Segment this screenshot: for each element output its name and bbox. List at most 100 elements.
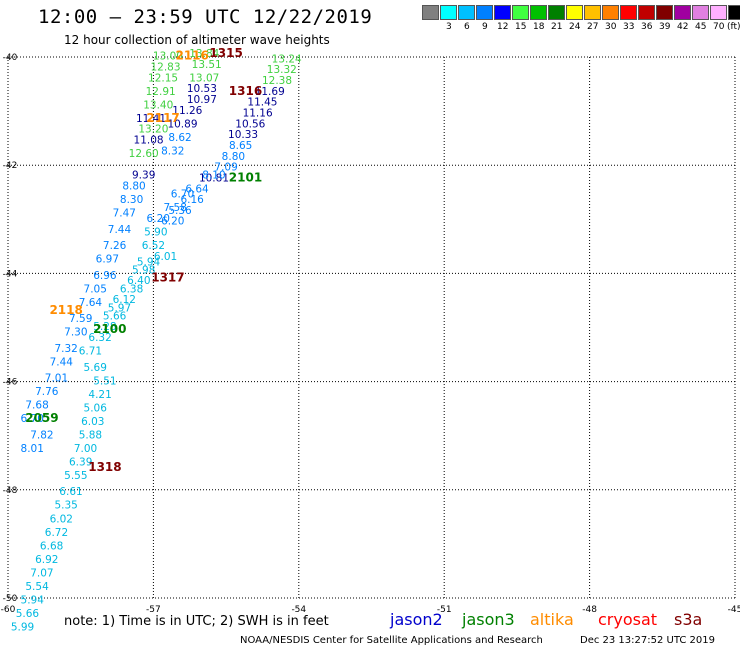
legend-s3a: s3a [674, 610, 703, 629]
colorbar-labels: 3 6 9 12 15 18 21 24 27 30 33 36 39 42 45 70 (ft) [422, 22, 740, 36]
colorbar-label: 6 [464, 22, 470, 32]
swh-point: 8.10 [202, 170, 225, 182]
swh-point: 12.83 [150, 62, 180, 74]
swh-point: 7.76 [35, 386, 59, 398]
swh-point: 7.58 [164, 202, 187, 214]
colorbar-swatch [458, 5, 475, 20]
x-tick-label: -48 [582, 605, 597, 615]
swh-point: 12.91 [146, 86, 176, 98]
swh-point: 6.71 [79, 346, 102, 358]
swh-point: 10.81 [199, 172, 229, 184]
colorbar-swatch [710, 5, 727, 20]
colorbar-label: 12 [497, 22, 509, 32]
colorbar-label: 15 [515, 22, 527, 32]
colorbar-swatch [530, 5, 547, 20]
swh-point: 5.69 [84, 362, 107, 374]
swh-point: 9.39 [132, 170, 155, 182]
swh-point: 6.39 [69, 456, 92, 468]
swh-point: 6.68 [40, 540, 63, 552]
colorbar-label: 9 [482, 22, 488, 32]
pass-time-label: 2059 [25, 411, 58, 425]
colorbar-swatch [584, 5, 601, 20]
swh-point: 6.20 [147, 213, 170, 225]
swh-point: 13.24 [272, 53, 302, 65]
colorbar-swatch [656, 5, 673, 20]
swh-point: 6.61 [59, 486, 82, 498]
swh-point: 5.98 [132, 264, 155, 276]
colorbar-swatch [674, 5, 691, 20]
swh-point: 5.51 [93, 375, 116, 387]
x-tick-label: -57 [146, 605, 161, 615]
swh-point: 5.90 [144, 227, 167, 239]
swh-point: 8.80 [122, 181, 145, 193]
colorbar-swatch [422, 5, 439, 20]
x-tick-label: -54 [291, 605, 306, 615]
swh-point: 6.01 [154, 251, 177, 263]
swh-point: 7.26 [103, 240, 127, 252]
swh-point: 8.30 [120, 194, 143, 206]
swh-point: 6.92 [35, 554, 58, 566]
y-tick-label: -48 [3, 486, 18, 496]
swh-point: 6.72 [45, 527, 68, 539]
colorbar-swatch [638, 5, 655, 20]
swh-point: 5.28 [93, 321, 116, 333]
y-tick-label: -44 [3, 269, 18, 279]
y-tick-label: -42 [3, 161, 18, 171]
swh-point: 11.69 [255, 86, 285, 98]
swh-point: 10.89 [167, 118, 197, 130]
swh-point: 7.44 [108, 224, 132, 236]
swh-point: 13.07 [189, 72, 219, 84]
swh-point: 8.01 [21, 443, 44, 455]
x-tick-label: -60 [1, 605, 16, 615]
y-tick-label: -46 [3, 378, 18, 388]
colorbar-label: 18 [533, 22, 545, 32]
swh-point: 5.55 [64, 470, 87, 482]
swh-point: 5.94 [137, 256, 161, 268]
swh-point: 5.66 [16, 608, 40, 620]
swh-point: 5.97 [108, 302, 131, 314]
colorbar-unit: (ft) [727, 22, 740, 32]
swh-point: 7.01 [45, 373, 68, 385]
y-tick-label: -50 [3, 594, 18, 604]
swh-point: 12.60 [129, 148, 159, 160]
swh-point: 6.64 [185, 183, 209, 195]
swh-point: 6.32 [88, 332, 111, 344]
pass-time-label: 2100 [93, 322, 126, 336]
pass-time-label: 1316 [229, 84, 262, 98]
swh-point: 5.66 [103, 310, 127, 322]
swh-point: 6.02 [50, 513, 73, 525]
footer-note: note: 1) Time is in UTC; 2) SWH is in fe… [64, 614, 329, 629]
swh-point: 7.07 [30, 567, 53, 579]
swh-point: 8.65 [229, 140, 252, 152]
colorbar-swatch [620, 5, 637, 20]
swh-point: 7.00 [74, 443, 97, 455]
pass-time-label: 2116 [175, 49, 208, 63]
colorbar-swatch [602, 5, 619, 20]
pass-time-label: 1315 [209, 46, 242, 60]
swh-point: 5.54 [25, 581, 49, 593]
swh-point: 6.03 [81, 416, 104, 428]
swh-point: 11.41 [136, 113, 166, 125]
pass-time-label: 2101 [229, 170, 262, 184]
swh-point: 10.33 [228, 129, 258, 141]
colorbar-swatch [548, 5, 565, 20]
legend-altika: altika [530, 610, 574, 629]
swh-point: 8.32 [161, 145, 184, 157]
pass-time-label: 1317 [151, 271, 184, 285]
swh-point: 6.70 [21, 413, 44, 425]
colorbar-label: 3 [446, 22, 452, 32]
chart-subtitle: 12 hour collection of altimeter wave hei… [64, 33, 330, 47]
swh-point: 13.51 [192, 59, 222, 71]
colorbar-label: 33 [623, 22, 635, 32]
swh-point: 6.40 [127, 275, 150, 287]
swh-point: 6.97 [96, 254, 119, 266]
swh-point: 7.47 [113, 208, 136, 220]
swh-point: 7.30 [64, 327, 87, 339]
swh-point: 7.82 [30, 429, 53, 441]
colorbar-label: 45 [695, 22, 707, 32]
legend-jason3: jason3 [462, 610, 515, 629]
swh-point: 5.36 [168, 205, 192, 217]
colorbar-label: 30 [605, 22, 617, 32]
colorbar-swatch [692, 5, 709, 20]
